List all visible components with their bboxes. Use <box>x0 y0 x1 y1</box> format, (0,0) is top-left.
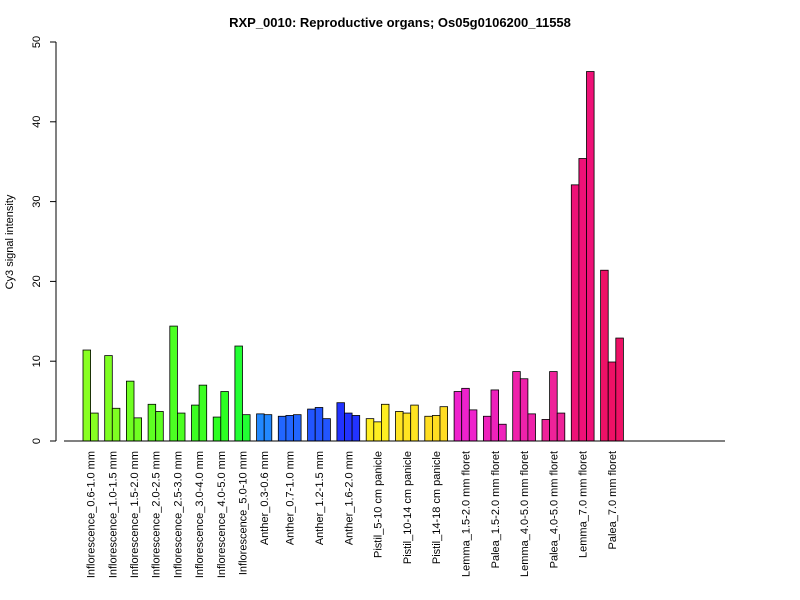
bar-11-2 <box>351 415 361 442</box>
bar-16-0 <box>482 415 492 442</box>
bar-7-0 <box>234 345 243 442</box>
bar-12-0 <box>365 418 375 442</box>
category-label-6: Inflorescence_4.0-5.0 mm <box>216 451 228 578</box>
bar-11-0 <box>336 402 345 442</box>
category-label-0: Inflorescence_0.6-1.0 mm <box>86 451 98 578</box>
bar-9-2 <box>293 414 302 442</box>
bar-12-1 <box>373 421 382 442</box>
bar-6-0 <box>212 416 222 442</box>
category-label-19: Lemma_7.0 mm floret <box>578 451 590 558</box>
category-label-10: Anther_1.2-1.5 mm <box>314 451 326 545</box>
bar-20-0 <box>600 269 609 442</box>
category-label-5: Inflorescence_3.0-4.0 mm <box>194 451 206 578</box>
bar-4-0 <box>169 325 178 442</box>
category-label-3: Inflorescence_2.0-2.5 mm <box>151 451 163 578</box>
y-tick-label-50: 50 <box>31 36 43 48</box>
category-label-18: Palea_4.0-5.0 mm floret <box>548 451 560 568</box>
category-label-9: Anther_0.7-1.0 mm <box>285 451 297 545</box>
y-tick-label-40: 40 <box>31 116 43 128</box>
category-label-1: Inflorescence_1.0-1.5 mm <box>107 451 119 578</box>
bar-18-0 <box>541 419 550 442</box>
bar-2-1 <box>133 417 142 442</box>
bar-8-0 <box>256 413 265 442</box>
bar-13-2 <box>410 404 419 442</box>
bar-9-1 <box>285 415 294 442</box>
bar-10-0 <box>307 408 316 442</box>
chart-title: RXP_0010: Reproductive organs; Os05g0106… <box>229 15 571 30</box>
y-axis-label: Cy3 signal intensity <box>4 194 16 289</box>
bar-16-2 <box>498 423 507 442</box>
y-tick-label-10: 10 <box>31 355 43 367</box>
bar-16-1 <box>490 389 499 442</box>
bar-19-0 <box>570 184 580 442</box>
bar-17-2 <box>527 413 536 442</box>
bar-19-2 <box>586 71 595 442</box>
bar-17-1 <box>519 378 529 442</box>
bar-19-1 <box>578 158 587 442</box>
category-label-11: Anther_1.6-2.0 mm <box>343 451 355 545</box>
category-label-13: Pistil_10-14 cm panicle <box>402 451 414 564</box>
bar-9-0 <box>277 415 287 442</box>
bar-17-0 <box>512 371 521 442</box>
bar-14-0 <box>424 415 433 442</box>
bar-15-2 <box>468 409 478 442</box>
bar-3-0 <box>147 403 157 442</box>
bar-5-0 <box>191 404 200 442</box>
category-label-8: Anther_0.3-0.6 mm <box>259 451 271 545</box>
bar-13-1 <box>402 412 412 442</box>
bar-11-1 <box>344 412 353 442</box>
category-label-12: Pistil_5-10 cm panicle <box>373 451 385 558</box>
bar-1-0 <box>104 355 113 442</box>
bar-8-1 <box>263 414 273 442</box>
bar-20-2 <box>615 337 624 442</box>
bar-2-0 <box>126 380 135 442</box>
bar-5-1 <box>198 384 208 442</box>
bar-13-0 <box>395 411 404 442</box>
category-label-15: Lemma_1.5-2.0 mm floret <box>461 451 473 577</box>
bar-1-1 <box>111 407 121 442</box>
category-label-16: Palea_1.5-2.0 mm floret <box>490 451 502 568</box>
category-label-17: Lemma_4.0-5.0 mm floret <box>519 451 531 577</box>
bar-14-2 <box>439 406 448 442</box>
bar-7-1 <box>242 414 251 442</box>
bar-10-2 <box>322 418 331 442</box>
bar-14-1 <box>431 415 441 442</box>
category-label-14: Pistil_14-18 cm panicle <box>431 451 443 564</box>
bar-12-2 <box>380 403 390 442</box>
bar-15-1 <box>461 387 470 442</box>
y-tick-label-0: 0 <box>31 438 43 444</box>
y-tick-label-20: 20 <box>31 275 43 287</box>
y-tick-label-30: 30 <box>31 195 43 207</box>
plot-area: 0 10 20 30 40 50 Inflorescence_0.6-1.0 mm Inflo… <box>31 36 725 578</box>
bar-18-2 <box>556 412 566 442</box>
category-label-4: Inflorescence_2.5-3.0 mm <box>172 451 184 578</box>
bar-6-1 <box>220 391 229 442</box>
bar-4-1 <box>176 412 186 442</box>
category-label-2: Inflorescence_1.5-2.0 mm <box>129 451 141 578</box>
category-label-20: Palea_7.0 mm floret <box>607 451 619 549</box>
bar-20-1 <box>607 361 617 442</box>
bar-18-1 <box>549 371 558 442</box>
bar-0-0 <box>82 349 91 442</box>
bar-0-1 <box>90 412 99 442</box>
bar-15-0 <box>453 391 463 442</box>
bar-3-1 <box>155 411 164 442</box>
bar-10-1 <box>314 407 324 442</box>
category-label-7: Inflorescence_5.0-10 mm <box>238 451 250 575</box>
